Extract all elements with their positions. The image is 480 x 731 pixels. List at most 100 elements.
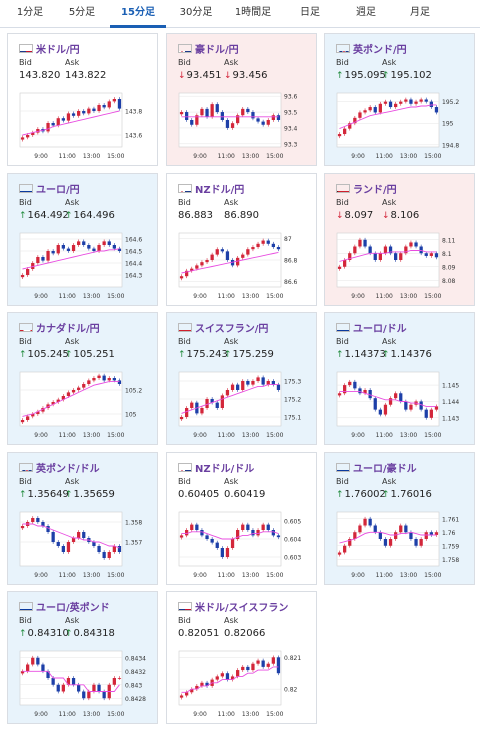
- candle: [435, 532, 438, 535]
- candle: [272, 657, 275, 663]
- candle: [92, 109, 95, 111]
- pair-name-link[interactable]: ユーロ/英ポンド: [36, 599, 110, 614]
- tab-1[interactable]: 5分足: [58, 0, 106, 28]
- currency-card[interactable]: ユーロ/豪ドル Bid Ask ↑1.76002 ↑1.76016 1.761 1.76 1.…: [324, 452, 475, 585]
- currency-card[interactable]: 豪ドル/円 Bid Ask ↓93.451 ↓93.456 93.6 93.5 93.4 93.…: [166, 33, 317, 166]
- ask-label: Ask: [224, 477, 238, 486]
- candle: [31, 518, 34, 522]
- candle: [57, 542, 60, 546]
- ca-flag: [19, 323, 33, 332]
- ask-value-text: 0.82066: [224, 628, 265, 639]
- bid-value-text: 8.097: [345, 210, 374, 221]
- candle: [374, 398, 377, 409]
- x-tick-label: 13:00: [83, 711, 100, 718]
- pair-name-link[interactable]: ユーロ/円: [36, 181, 80, 196]
- candle: [46, 123, 49, 131]
- pair-name-link[interactable]: ユーロ/豪ドル: [353, 460, 417, 475]
- pair-name-link[interactable]: 英ポンド/ドル: [36, 460, 100, 475]
- currency-card[interactable]: NZドル/円 Bid Ask 86.883 86.890 87 86.8 86.6 9:00 11…: [166, 173, 317, 306]
- pair-name-link[interactable]: 米ドル/円: [36, 41, 80, 56]
- currency-card[interactable]: ユーロ/ドル Bid Ask ↑1.14373 ↑1.14376 1.145 1.144 1.…: [324, 312, 475, 445]
- nz-flag: [178, 184, 192, 193]
- currency-card[interactable]: NZドル/ドル Bid Ask 0.60405 0.60419 0.605 0.604 0.6…: [166, 452, 317, 585]
- currency-card[interactable]: 米ドル/円 Bid Ask 143.820 143.822 143.8 143.6 9:00 1…: [7, 33, 158, 166]
- currency-card[interactable]: ユーロ/円 Bid Ask ↑164.492 ↑164.496 164.6 164.5 164…: [7, 173, 158, 306]
- candle: [246, 249, 249, 254]
- currency-card[interactable]: ランド/円 Bid Ask ↓8.097 ↓8.106 8.11 8.1 8.09 8.08 9:…: [324, 173, 475, 306]
- bid-value: 0.60405: [178, 489, 219, 500]
- ask-value-text: 8.106: [391, 210, 420, 221]
- candle: [404, 526, 407, 533]
- candle: [62, 685, 65, 692]
- arrow-down-icon: ↓: [336, 211, 344, 221]
- y-tick-label: 175.3: [284, 379, 301, 386]
- candle: [267, 525, 270, 530]
- candle: [57, 685, 60, 692]
- candlestick-chart: 93.693.593.493.39:00 11:00 13:00 15:00: [175, 89, 311, 161]
- tab-4[interactable]: 1時間足: [224, 0, 282, 28]
- candle: [399, 526, 402, 533]
- tab-6[interactable]: 週足: [338, 0, 394, 28]
- ask-value: ↑0.84318: [65, 628, 115, 639]
- tab-2[interactable]: 15分足: [110, 0, 166, 28]
- y-tick-label: 8.09: [442, 264, 456, 271]
- candle: [72, 678, 75, 685]
- pair-name-link[interactable]: 豪ドル/円: [195, 41, 239, 56]
- candle: [180, 417, 183, 419]
- candle: [343, 260, 346, 267]
- pair-name-link[interactable]: 米ドル/スイスフラン: [195, 599, 288, 614]
- tab-3[interactable]: 30分足: [172, 0, 220, 28]
- bid-value-text: 175.243: [187, 349, 228, 360]
- tab-0[interactable]: 1分足: [8, 0, 52, 28]
- pair-name-link[interactable]: NZドル/円: [195, 181, 244, 196]
- ask-value-text: 195.102: [391, 70, 432, 81]
- candle: [67, 542, 70, 552]
- candle: [52, 532, 55, 542]
- x-tick-label: 13:00: [242, 572, 259, 579]
- currency-card[interactable]: スイスフラン/円 Bid Ask ↑175.243 ↑175.259 175.3 175.2…: [166, 312, 317, 445]
- tab-5[interactable]: 日足: [286, 0, 334, 28]
- candle: [180, 112, 183, 114]
- candle: [246, 109, 249, 112]
- eu-flag: [336, 463, 350, 472]
- candle: [200, 109, 203, 115]
- candle: [216, 104, 219, 112]
- arrow-down-icon: ↓: [224, 71, 232, 81]
- arrow-up-icon: ↑: [19, 490, 27, 500]
- y-tick-label: 195: [442, 121, 454, 128]
- currency-card[interactable]: 英ポンド/円 Bid Ask ↑195.095 ↑195.102 195.2 195 194.…: [324, 33, 475, 166]
- candle: [358, 388, 361, 393]
- currency-card[interactable]: 英ポンド/ドル Bid Ask ↑1.35649 ↑1.35659 1.358 1.357 9…: [7, 452, 158, 585]
- pair-name-link[interactable]: ランド/円: [353, 181, 397, 196]
- candle: [262, 661, 265, 667]
- candlestick-chart: 164.6164.5164.4164.39:00 11:00 13:00 15:00: [16, 229, 152, 301]
- candle: [92, 542, 95, 546]
- candle: [185, 692, 188, 695]
- x-tick-label: 13:00: [83, 572, 100, 579]
- candle: [363, 240, 366, 247]
- x-tick-label: 11:00: [376, 572, 393, 579]
- candle: [394, 104, 397, 107]
- pair-name-link[interactable]: ユーロ/ドル: [353, 320, 407, 335]
- us-flag: [19, 44, 33, 53]
- ask-value: ↑164.496: [65, 210, 115, 221]
- currency-card[interactable]: 米ドル/スイスフラン Bid Ask 0.82051 0.82066 0.821 0.82 9…: [166, 591, 317, 724]
- tab-7[interactable]: 月足: [398, 0, 442, 28]
- pair-name-link[interactable]: スイスフラン/円: [195, 320, 268, 335]
- candle: [97, 685, 100, 692]
- y-tick-label: 1.144: [442, 399, 459, 406]
- currency-card[interactable]: カナダドル/円 Bid Ask ↑105.245 ↑105.251 105.2 105 9:0…: [7, 312, 158, 445]
- x-tick-label: 15:00: [266, 153, 283, 160]
- candle: [338, 553, 341, 555]
- y-tick-label: 164.5: [125, 249, 142, 256]
- ask-value: ↓93.456: [224, 70, 268, 81]
- pair-name-link[interactable]: カナダドル/円: [36, 320, 100, 335]
- pair-name-link[interactable]: 英ポンド/円: [353, 41, 407, 56]
- y-tick-label: 93.5: [284, 110, 298, 117]
- candlestick-chart: 175.3175.2175.19:00 11:00 13:00 15:00: [175, 368, 311, 440]
- candle: [87, 692, 90, 699]
- x-tick-label: 13:00: [242, 711, 259, 718]
- candle: [205, 399, 208, 408]
- currency-card[interactable]: ユーロ/英ポンド Bid Ask ↑0.84310 ↑0.84318 0.8434 0.84…: [7, 591, 158, 724]
- pair-name-link[interactable]: NZドル/ドル: [195, 460, 254, 475]
